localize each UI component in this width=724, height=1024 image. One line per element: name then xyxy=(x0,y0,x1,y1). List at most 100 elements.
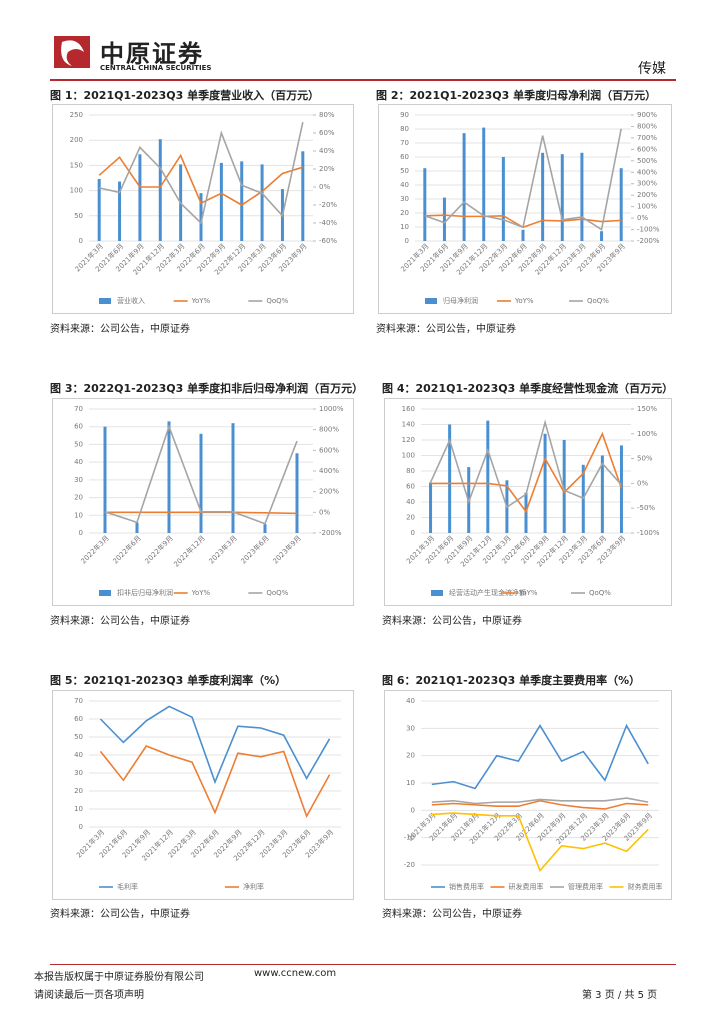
bar xyxy=(135,522,139,533)
legend-label: 经营活动产生现金流净额 xyxy=(449,588,526,597)
y2-tick-label: 200% xyxy=(319,488,339,496)
y2-tick-label: 900% xyxy=(637,111,657,119)
y2-tick-label: -200% xyxy=(637,237,660,245)
y-tick-label: 30 xyxy=(74,769,83,777)
y-tick-label: -10 xyxy=(404,834,415,842)
chart-box: 0 50 100 150 200 250 -60% -40% -20% 0% 20% 40% 60% 80… xyxy=(52,104,354,314)
y2-tick-label: -100% xyxy=(637,226,660,234)
legend-swatch xyxy=(99,298,111,304)
y-tick-label: 30 xyxy=(400,195,409,203)
chart: 0 10 20 30 40 50 60 70 80 90 -200% -100% 0% 100% 200% 3… xyxy=(399,111,660,305)
y2-tick-label: 60% xyxy=(319,129,335,137)
bar xyxy=(260,164,264,241)
bar xyxy=(138,154,142,241)
logo-en: CENTRAL CHINA SECURITIES xyxy=(100,64,212,72)
y-tick-label: 10 xyxy=(74,511,83,519)
legend-label: 扣非后归母净利润 xyxy=(117,588,173,597)
y2-tick-label: -40% xyxy=(319,219,337,227)
y2-tick-label: 50% xyxy=(637,455,653,463)
bar xyxy=(103,426,107,533)
y-tick-label: 20 xyxy=(74,787,83,795)
series-line xyxy=(104,424,298,525)
figure-source: 资料来源：公司公告，中原证券 xyxy=(50,909,190,920)
y2-tick-label: 100% xyxy=(637,203,657,211)
y-tick-label: 10 xyxy=(74,805,83,813)
y2-tick-label: -50% xyxy=(637,504,655,512)
x-tick-label: 2023年3月 xyxy=(207,533,239,565)
legend-label: 销售费用率 xyxy=(449,882,484,891)
bar xyxy=(482,127,486,241)
y-tick-label: 60 xyxy=(74,423,83,431)
bar xyxy=(580,152,584,241)
y-tick-label: 160 xyxy=(402,405,415,413)
bar xyxy=(600,455,604,533)
chart: 0 50 100 150 200 250 -60% -40% -20% 0% 20% 40% 60% 80… xyxy=(70,111,338,305)
x-tick-label: 2023年9月 xyxy=(271,533,303,565)
series-line xyxy=(431,723,649,790)
y-tick-label: 40 xyxy=(74,458,83,466)
series-line xyxy=(429,419,623,509)
series-line xyxy=(99,122,304,225)
chart: -20-100102030402021年3月2021年6月2021年9月2021… xyxy=(404,697,663,891)
bar xyxy=(231,423,235,533)
series-line xyxy=(99,745,331,819)
y-tick-label: 50 xyxy=(74,212,83,220)
y-tick-label: 60 xyxy=(74,715,83,723)
y2-tick-label: 800% xyxy=(637,122,657,130)
legend-label: QoQ% xyxy=(589,589,611,597)
y-tick-label: 70 xyxy=(74,405,83,413)
y-tick-label: 50 xyxy=(74,440,83,448)
bar xyxy=(158,139,162,241)
y2-tick-label: 20% xyxy=(319,165,335,173)
y-tick-label: 100 xyxy=(70,187,83,195)
site: www.ccnew.com xyxy=(254,968,337,979)
x-tick-label: 2022年6月 xyxy=(111,533,143,565)
y2-tick-label: 400% xyxy=(637,168,657,176)
bar xyxy=(442,197,446,241)
y-tick-label: 0 xyxy=(79,529,83,537)
chart: 0102030405060702021年3月2021年6月2021年9月2021… xyxy=(74,697,341,891)
y-tick-label: 30 xyxy=(74,476,83,484)
chart-box: -20 -10 0 10 20 30 40 2021年3月 2021年6月 2021年9月 2021… xyxy=(384,690,672,900)
legend-swatch xyxy=(431,590,443,596)
chart-box: 0 10 20 30 40 50 60 70 -200% 0% 200% 400% 600% 800% 10… xyxy=(52,398,354,606)
bar xyxy=(423,168,427,241)
y-tick-label: 70 xyxy=(400,139,409,147)
figure-source: 资料来源：公司公告，中原证券 xyxy=(382,616,522,627)
bar xyxy=(167,421,171,533)
y-tick-label: 60 xyxy=(400,153,409,161)
bar xyxy=(219,162,223,241)
x-tick-label: 2022年3月 xyxy=(79,533,111,565)
y-tick-label: 0 xyxy=(405,237,409,245)
legend-swatch xyxy=(425,298,437,304)
y2-tick-label: 1000% xyxy=(319,405,344,413)
chart-box: 0 10 20 30 40 50 60 70 80 90 -200% -100% 0% 100% 200% 3… xyxy=(378,104,672,314)
figure-source: 资料来源：公司公告，中原证券 xyxy=(382,909,522,920)
y-tick-label: 0 xyxy=(79,237,83,245)
y-tick-label: 40 xyxy=(406,697,415,705)
notice: 请阅读最后一页各项声明 xyxy=(34,990,144,1001)
y2-tick-label: 80% xyxy=(319,111,335,119)
legend-label: 研发费用率 xyxy=(509,882,544,891)
figure-source: 资料来源：公司公告，中原证券 xyxy=(50,616,190,627)
series-line xyxy=(431,797,649,805)
bar xyxy=(301,151,305,241)
legend-label: QoQ% xyxy=(587,297,609,305)
y2-tick-label: -200% xyxy=(319,529,342,537)
figure-caption: 图 6：2021Q1-2023Q3 单季度主要费用率（%） xyxy=(382,674,641,687)
y2-tick-label: 700% xyxy=(637,134,657,142)
y2-tick-label: -100% xyxy=(637,529,660,537)
bar xyxy=(486,420,490,533)
y-tick-label: 20 xyxy=(406,514,415,522)
y-tick-label: 10 xyxy=(406,779,415,787)
y-tick-label: 20 xyxy=(400,209,409,217)
legend-swatch xyxy=(99,590,111,596)
y-tick-label: 70 xyxy=(74,697,83,705)
x-tick-label: 2022年9月 xyxy=(143,533,175,565)
legend-label: YoY% xyxy=(518,589,538,597)
y2-tick-label: -20% xyxy=(319,201,337,209)
y-tick-label: 0 xyxy=(411,806,415,814)
bar xyxy=(199,193,203,241)
figure-source: 资料来源：公司公告，中原证券 xyxy=(50,324,190,335)
